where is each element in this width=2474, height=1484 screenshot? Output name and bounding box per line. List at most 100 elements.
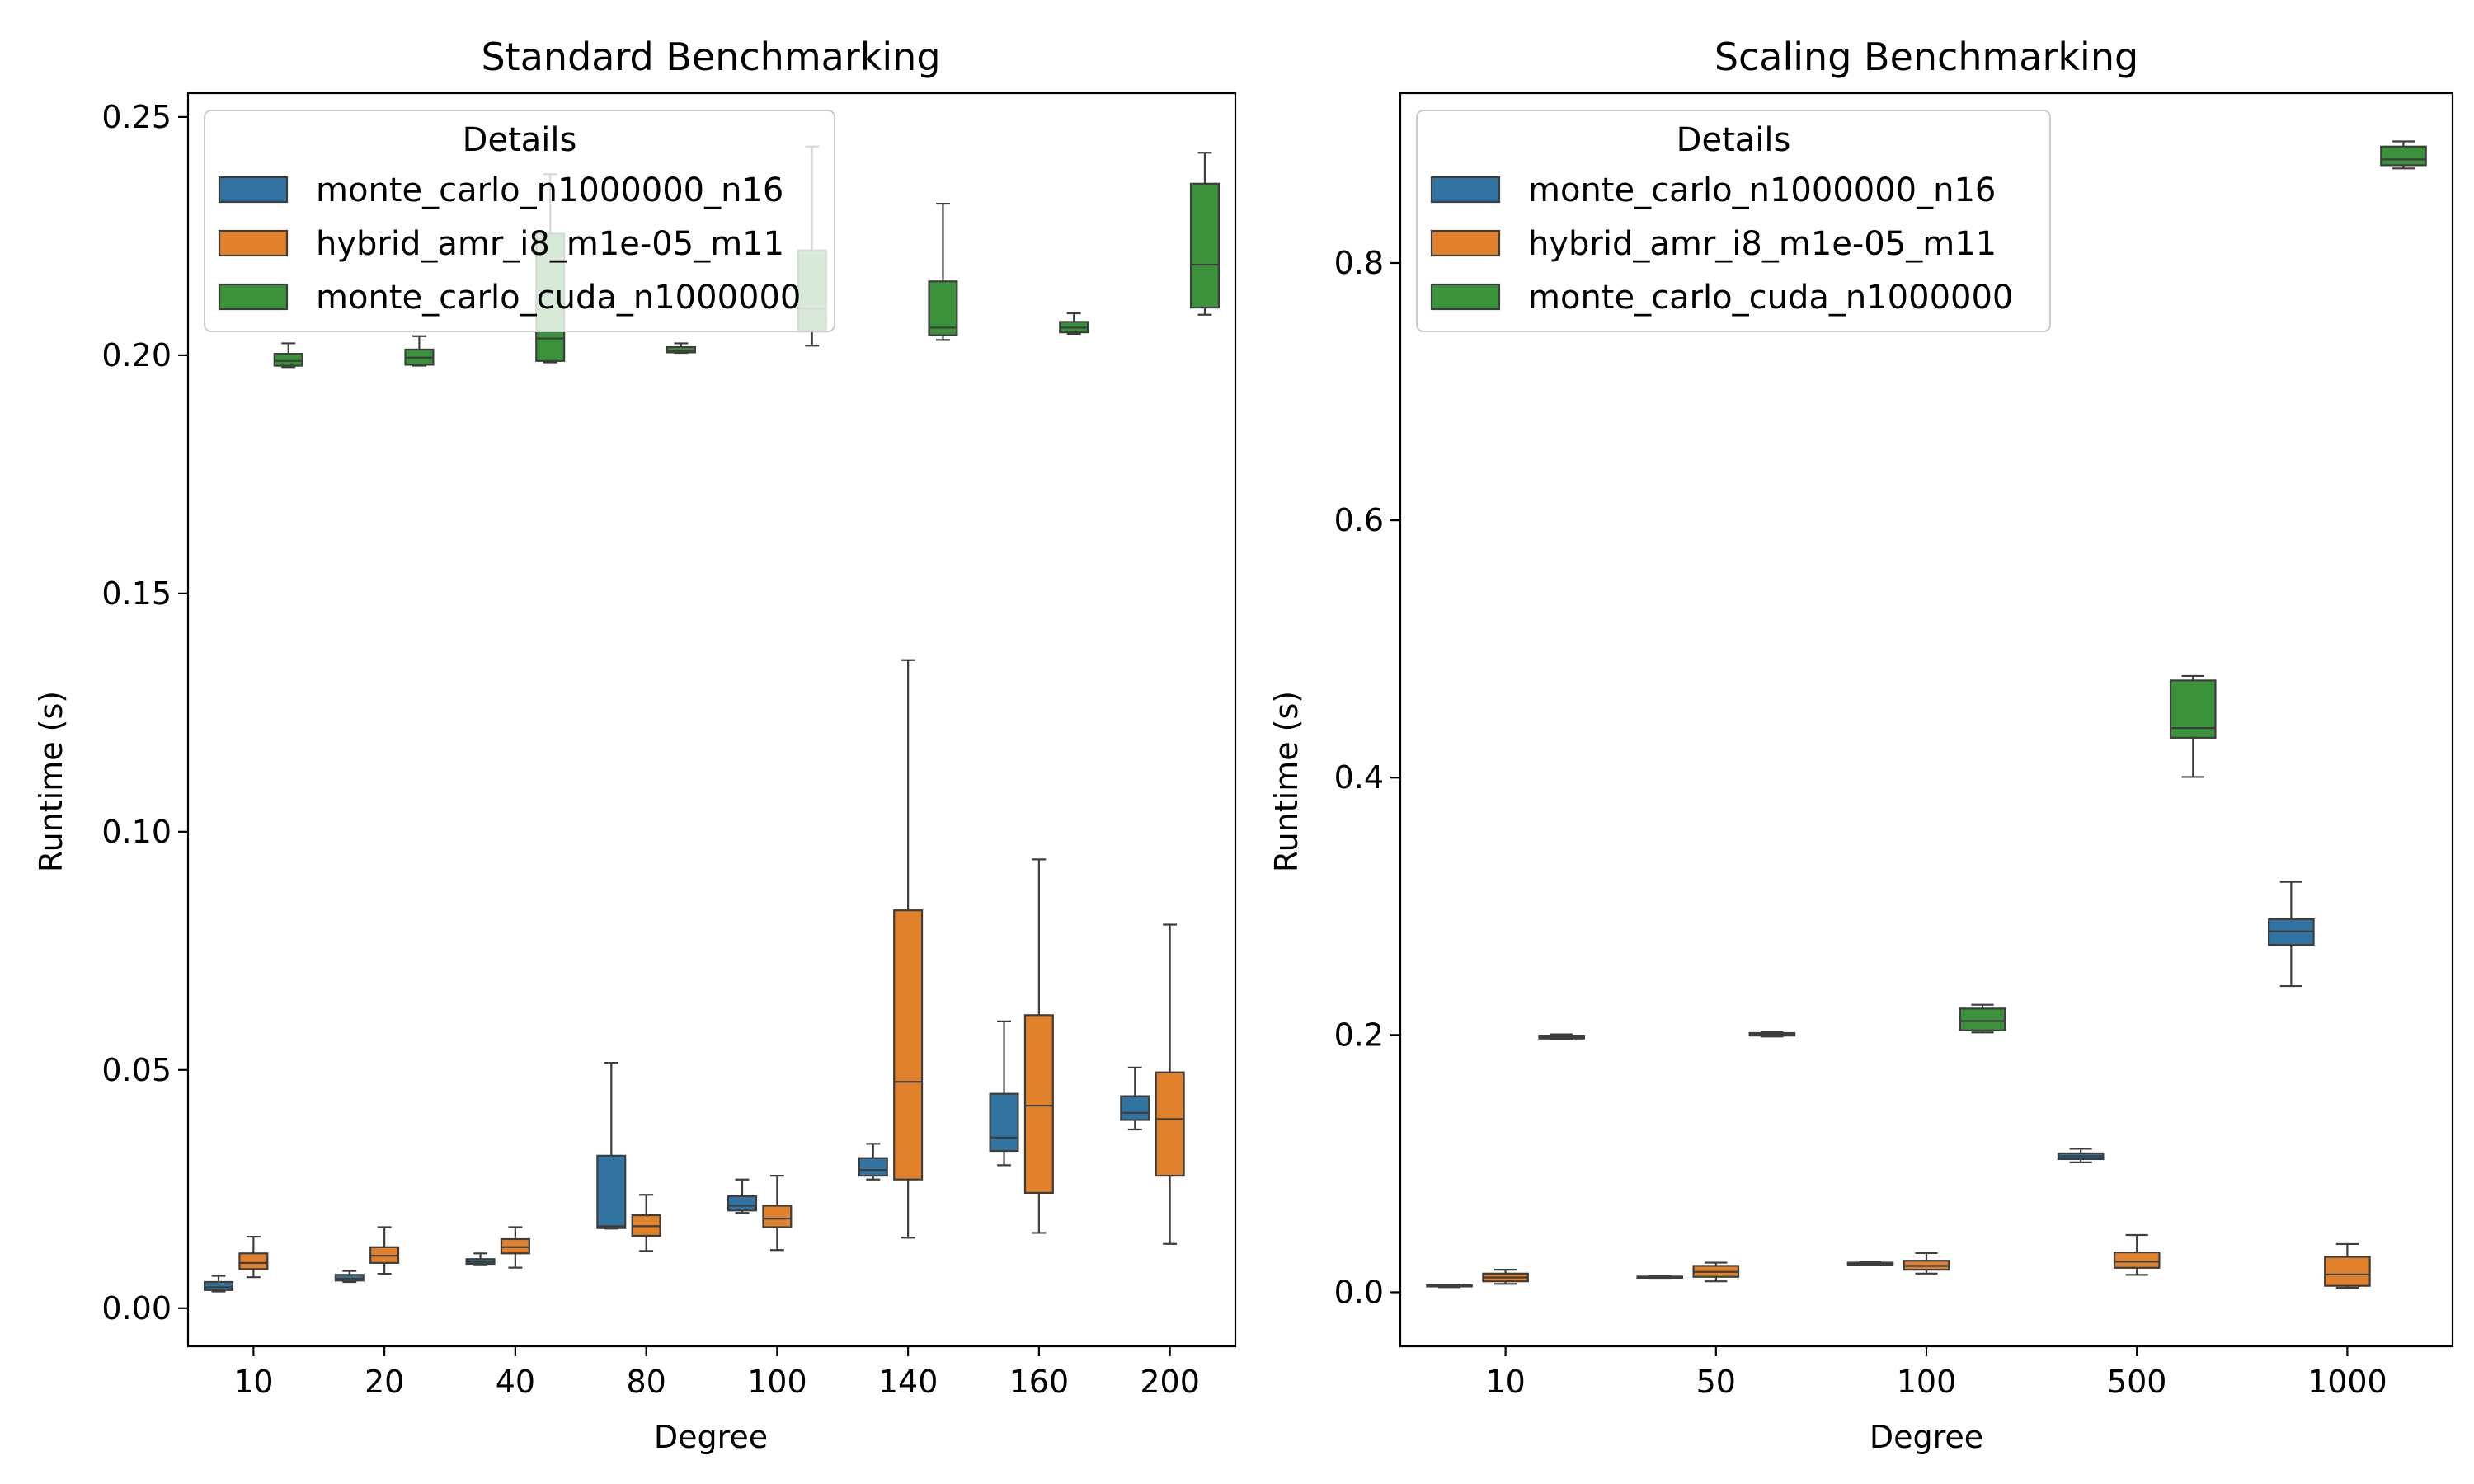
y-tick-label: 0.05 [101, 1052, 172, 1088]
legend-swatch-monte-carlo-cuda [1430, 283, 1501, 311]
box-hybrid-amr-i8-m1e-05-m11-10 [1482, 1269, 1529, 1285]
x-axis-label: Degree [654, 1419, 768, 1455]
legend: Details monte_carlo_n1000000_n16 hybrid_… [204, 110, 835, 332]
box-hybrid-amr-i8-m1e-05-m11-100 [762, 1174, 793, 1252]
legend: Details monte_carlo_n1000000_n16 hybrid_… [1416, 110, 2051, 332]
y-tick-label: 0.2 [1334, 1017, 1384, 1053]
box-monte-carlo-cuda-n1000000-10 [1538, 1033, 1585, 1040]
box-monte-carlo-n1000000-n16-10 [204, 1275, 234, 1293]
box-monte-carlo-n1000000-n16-80 [596, 1062, 627, 1230]
y-axis-label: Runtime (s) [33, 691, 69, 872]
box-body [893, 909, 924, 1181]
x-tick-label: 140 [878, 1364, 938, 1400]
box-monte-carlo-cuda-n1000000-20 [404, 335, 435, 367]
x-tick-label: 40 [496, 1364, 535, 1400]
x-tick-label: 10 [1485, 1364, 1525, 1400]
legend-label-monte-carlo: monte_carlo_n1000000_n16 [316, 171, 783, 209]
box-monte-carlo-cuda-n1000000-50 [1748, 1031, 1796, 1038]
box-body [334, 1274, 365, 1282]
x-axis-label: Degree [1870, 1419, 1983, 1455]
y-tick-label: 0.20 [101, 337, 172, 373]
box-monte-carlo-cuda-n1000000-1000 [2380, 140, 2427, 170]
box-monte-carlo-n1000000-n16-20 [334, 1270, 365, 1284]
box-body [500, 1237, 530, 1255]
legend-frame [1416, 110, 2051, 332]
box-monte-carlo-n1000000-n16-100 [1846, 1261, 1894, 1266]
box-monte-carlo-n1000000-n16-40 [465, 1252, 496, 1266]
y-tick-label: 0.00 [101, 1290, 172, 1327]
box-body [762, 1205, 793, 1228]
box-hybrid-amr-i8-m1e-05-m11-40 [500, 1226, 530, 1269]
legend-swatch-monte-carlo [218, 176, 289, 204]
x-tick-label: 500 [2107, 1364, 2167, 1400]
legend-label-monte-carlo-cuda: monte_carlo_cuda_n1000000 [1528, 279, 2013, 317]
y-tick-label: 0.10 [101, 814, 172, 850]
y-tick-label: 0.6 [1334, 502, 1384, 538]
x-tick-label: 10 [233, 1364, 273, 1400]
box-body [1959, 1007, 2006, 1031]
legend-swatch-monte-carlo [1430, 176, 1501, 204]
scaling-benchmarking-panel: Scaling Benchmarking Degree Runtime (s) … [1268, 35, 2454, 1455]
box-monte-carlo-n1000000-n16-140 [858, 1143, 888, 1181]
box-body [2380, 145, 2427, 167]
legend-label-hybrid-amr: hybrid_amr_i8_m1e-05_m11 [1528, 225, 1997, 263]
x-tick-label: 80 [626, 1364, 666, 1400]
legend-title: Details [463, 121, 577, 159]
y-axis-label: Runtime (s) [1268, 691, 1305, 872]
box-body [1189, 182, 1220, 309]
box-monte-carlo-cuda-n1000000-200 [1189, 152, 1220, 316]
legend-swatch-monte-carlo-cuda [218, 283, 289, 311]
plot-frame [1399, 92, 2454, 1348]
box-body [727, 1195, 758, 1212]
legend-label-monte-carlo-cuda: monte_carlo_cuda_n1000000 [316, 279, 801, 317]
standard-benchmarking-panel: Standard Benchmarking Degree Runtime (s)… [33, 35, 1237, 1455]
legend-swatch-hybrid-amr [218, 229, 289, 257]
panel-title: Scaling Benchmarking [1714, 35, 2138, 79]
box-body [858, 1157, 888, 1177]
box-monte-carlo-n1000000-n16-500 [2057, 1148, 2105, 1163]
panel-title: Standard Benchmarking [481, 35, 940, 79]
y-tick-label: 0.25 [101, 99, 172, 135]
box-monte-carlo-cuda-n1000000-160 [1059, 312, 1089, 335]
box-body [596, 1154, 627, 1229]
box-monte-carlo-cuda-n1000000-500 [2169, 674, 2217, 778]
box-monte-carlo-n1000000-n16-1000 [2268, 881, 2315, 988]
legend-label-monte-carlo: monte_carlo_n1000000_n16 [1528, 171, 1996, 209]
y-tick-label: 0.0 [1334, 1274, 1384, 1310]
box-monte-carlo-cuda-n1000000-10 [273, 342, 303, 369]
x-tick-label: 50 [1696, 1364, 1736, 1400]
box-monte-carlo-n1000000-n16-200 [1120, 1066, 1150, 1131]
box-body [238, 1252, 269, 1270]
box-monte-carlo-cuda-n1000000-140 [928, 202, 958, 341]
box-hybrid-amr-i8-m1e-05-m11-20 [369, 1226, 400, 1275]
box-body [204, 1280, 234, 1291]
y-tick-label: 0.8 [1334, 245, 1384, 281]
y-tick-label: 0.4 [1334, 759, 1384, 796]
box-body [273, 353, 303, 367]
x-tick-label: 100 [1897, 1364, 1957, 1400]
plot-frame [186, 92, 1237, 1348]
box-body [2324, 1256, 2371, 1287]
box-monte-carlo-cuda-n1000000-100 [1959, 1003, 2006, 1034]
box-monte-carlo-cuda-n1000000-80 [666, 342, 696, 355]
x-tick-label: 1000 [2307, 1364, 2387, 1400]
box-hybrid-amr-i8-m1e-05-m11-500 [2113, 1233, 2161, 1276]
box-hybrid-amr-i8-m1e-05-m11-160 [1023, 858, 1054, 1234]
box-hybrid-amr-i8-m1e-05-m11-200 [1155, 923, 1185, 1245]
box-monte-carlo-n1000000-n16-100 [727, 1178, 758, 1214]
box-hybrid-amr-i8-m1e-05-m11-10 [238, 1235, 269, 1279]
box-body [2169, 679, 2217, 739]
box-body [1155, 1071, 1185, 1177]
box-body [928, 280, 958, 336]
y-tick-label: 0.15 [101, 575, 172, 612]
box-hybrid-amr-i8-m1e-05-m11-100 [1903, 1252, 1950, 1275]
legend-label-hybrid-amr: hybrid_amr_i8_m1e-05_m11 [316, 225, 784, 263]
box-hybrid-amr-i8-m1e-05-m11-50 [1692, 1261, 1740, 1283]
box-monte-carlo-n1000000-n16-160 [989, 1020, 1019, 1167]
box-hybrid-amr-i8-m1e-05-m11-1000 [2324, 1242, 2371, 1289]
x-tick-label: 160 [1009, 1364, 1070, 1400]
box-body [2113, 1251, 2161, 1269]
x-tick-label: 200 [1140, 1364, 1200, 1400]
box-hybrid-amr-i8-m1e-05-m11-140 [893, 659, 924, 1239]
